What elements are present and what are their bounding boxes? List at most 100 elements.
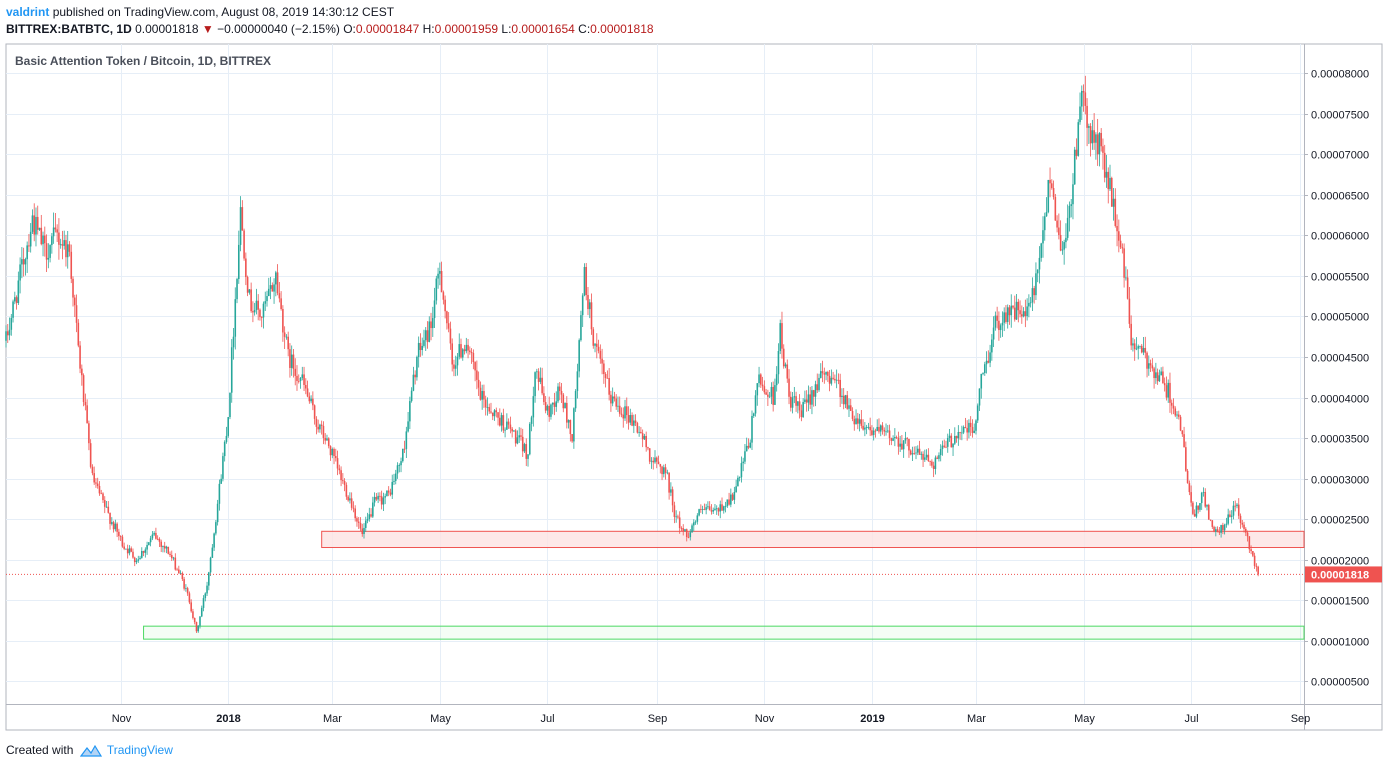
- candle-down: [798, 401, 801, 411]
- tradingview-brand-link[interactable]: TradingView: [106, 743, 173, 757]
- candle-down: [183, 579, 185, 589]
- candle-down: [1185, 447, 1187, 471]
- candle-down: [703, 509, 706, 510]
- candle-down: [682, 528, 685, 532]
- time-axis[interactable]: Nov 2018 Mar May Jul Sep Nov 2019 Mar May Jul Sep: [112, 713, 1311, 725]
- candle-down: [1123, 248, 1125, 278]
- candle-down: [590, 302, 593, 330]
- candle-down: [1250, 549, 1252, 552]
- candle-down: [472, 352, 475, 363]
- candle-up: [629, 415, 632, 423]
- price-axis[interactable]: 0.00008000 0.00007500 0.00007000 0.00006500…: [1304, 69, 1369, 689]
- candle-up: [8, 329, 11, 336]
- candle-down: [772, 386, 774, 405]
- candle-up: [638, 431, 640, 433]
- candle-down: [610, 394, 612, 404]
- candle-down: [15, 297, 18, 303]
- candle-up: [269, 285, 272, 289]
- x-tick-label: 2019: [860, 713, 884, 725]
- candle-up: [63, 240, 65, 246]
- candle-up: [51, 236, 53, 246]
- candle-up: [551, 402, 554, 405]
- candle-up: [19, 264, 21, 281]
- candle-down: [1144, 347, 1147, 353]
- candle-down: [356, 518, 358, 522]
- candle-down: [259, 309, 261, 318]
- candle-up: [872, 430, 875, 435]
- candle-down: [1084, 92, 1087, 106]
- candle-down: [874, 430, 877, 432]
- candle-down: [1237, 504, 1240, 516]
- candle-down: [1059, 234, 1062, 251]
- candle-down: [338, 468, 341, 471]
- candle-down: [287, 336, 289, 350]
- x-tick-label: Nov: [755, 713, 775, 725]
- candle-down: [1119, 240, 1122, 248]
- candle-down: [809, 394, 811, 405]
- candle-down: [305, 384, 307, 389]
- candle-up: [407, 421, 409, 432]
- candle-up: [373, 496, 376, 503]
- candle-up: [218, 483, 221, 504]
- candle-down: [514, 430, 517, 444]
- candle-down: [1093, 130, 1095, 143]
- candle-down: [1021, 314, 1023, 317]
- candle-up: [751, 415, 753, 443]
- candle-down: [996, 315, 998, 321]
- candle-up: [10, 317, 13, 330]
- candle-up: [939, 449, 942, 456]
- candle-down: [352, 507, 355, 509]
- candle-up: [916, 448, 919, 453]
- candle-down: [631, 415, 633, 426]
- candle-down: [927, 454, 930, 462]
- candle-down: [906, 438, 908, 439]
- y-tick-label: 0.00005500: [1311, 272, 1369, 284]
- candle-up: [985, 360, 988, 365]
- candle-up: [1001, 322, 1004, 326]
- author-link[interactable]: valdrint: [6, 5, 50, 19]
- candle-up: [310, 398, 312, 402]
- y-tick-label: 0.00000500: [1311, 677, 1369, 689]
- candle-up: [952, 443, 954, 448]
- candle-down: [837, 379, 840, 381]
- candle-up: [518, 435, 521, 438]
- candle-up: [994, 315, 997, 328]
- candle-down: [95, 482, 97, 484]
- candle-up: [624, 406, 626, 419]
- candle-down: [370, 514, 372, 517]
- candle-down: [548, 405, 550, 417]
- candle-down: [192, 611, 194, 619]
- high-value: 0.00001959: [434, 22, 499, 36]
- candle-down: [606, 377, 609, 379]
- candle-up: [237, 244, 240, 280]
- candle-down: [922, 453, 924, 460]
- candle-down: [1255, 565, 1258, 567]
- candle-down: [1140, 345, 1143, 353]
- candle-up: [532, 396, 535, 418]
- candle-up: [1160, 371, 1162, 376]
- candle-down: [1107, 171, 1110, 190]
- candle-up: [825, 372, 827, 375]
- candle-up: [779, 323, 782, 352]
- candle-down: [1188, 483, 1191, 493]
- candle-down: [1177, 414, 1180, 417]
- candle-down: [901, 443, 903, 450]
- candle-down: [544, 402, 547, 411]
- candle-up: [886, 430, 889, 432]
- candle-down: [447, 323, 450, 329]
- y-tick-label: 0.00008000: [1311, 69, 1369, 81]
- candle-up: [911, 453, 914, 455]
- candle-up: [349, 498, 351, 501]
- candle-up: [500, 415, 503, 426]
- candle-up: [439, 271, 441, 274]
- candle-down: [195, 622, 198, 632]
- candle-down: [645, 435, 647, 448]
- candle-down: [241, 207, 244, 231]
- candle-down: [1209, 519, 1212, 521]
- candle-down: [449, 328, 452, 344]
- candle-down: [357, 521, 360, 523]
- symbol-interval[interactable]: BITTREX:BATBTC, 1D: [6, 22, 132, 36]
- candle-up: [980, 373, 983, 389]
- candle-down: [897, 437, 900, 447]
